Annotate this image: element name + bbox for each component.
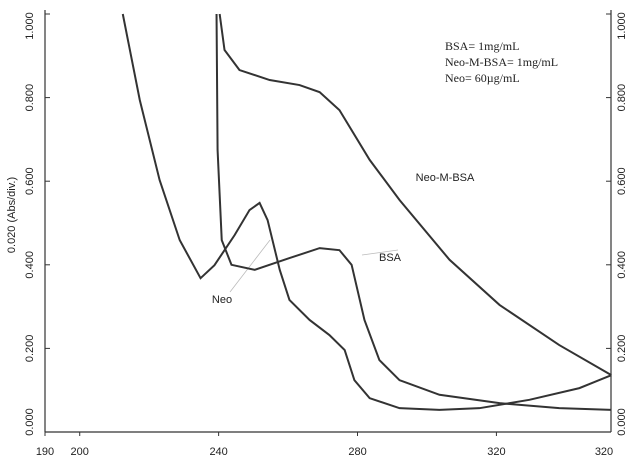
x-tick-label: 190 bbox=[36, 446, 54, 458]
y-tick-label: 0.600 bbox=[616, 167, 628, 195]
y-tick-label: 0.000 bbox=[24, 408, 36, 436]
line-series bbox=[121, 13, 612, 411]
y-tick-label: 0.200 bbox=[616, 335, 628, 363]
y-tick-label: 0.200 bbox=[24, 335, 36, 363]
x-tick-label: 320 bbox=[487, 446, 505, 458]
label-leader bbox=[229, 239, 271, 293]
y-tick-label: 1.000 bbox=[24, 12, 36, 40]
y-tick-label: 1.000 bbox=[616, 12, 628, 40]
x-tick-label: 280 bbox=[348, 446, 366, 458]
line-series bbox=[215, 13, 612, 411]
y-tick-label: 0.400 bbox=[24, 251, 36, 279]
y-tick-label: 0.600 bbox=[24, 167, 36, 195]
y-tick-label: 0.800 bbox=[24, 84, 36, 112]
series-label: Neo bbox=[212, 294, 232, 306]
x-tick-label: 240 bbox=[209, 446, 227, 458]
annotation: Neo-M-BSA= 1mg/mL bbox=[445, 55, 558, 69]
x-tick-label: 200 bbox=[71, 446, 89, 458]
y-tick-label: 0.400 bbox=[616, 251, 628, 279]
y-axis-label: 0.020 (Abs/div.) bbox=[6, 177, 18, 253]
annotation: 320 bbox=[595, 446, 613, 458]
line-series bbox=[218, 13, 612, 377]
y-tick-label: 0.800 bbox=[616, 84, 628, 112]
series-label: Neo-M-BSA bbox=[416, 172, 475, 184]
annotation: BSA= 1mg/mL bbox=[445, 39, 519, 53]
label-leader bbox=[361, 249, 399, 256]
series-label: BSA bbox=[379, 252, 402, 264]
annotation: Neo= 60µg/mL bbox=[445, 71, 520, 85]
y-tick-label: 0.000 bbox=[616, 408, 628, 436]
